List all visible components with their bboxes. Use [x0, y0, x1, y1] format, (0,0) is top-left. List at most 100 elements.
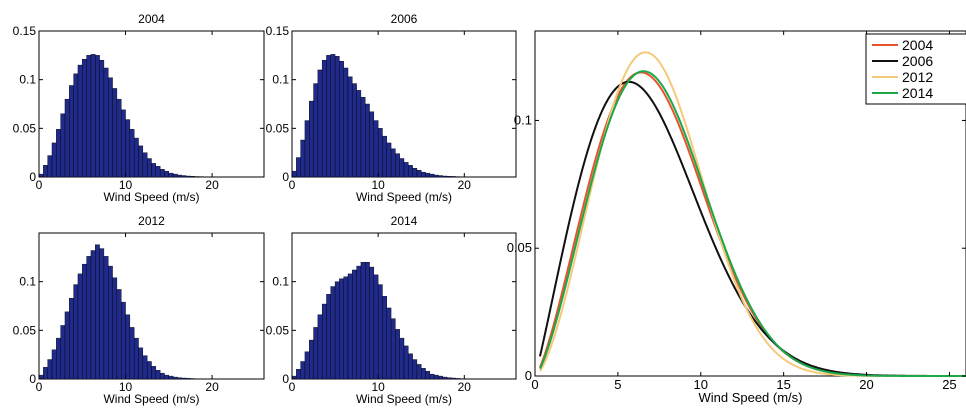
x-tick-label: 0 — [36, 380, 43, 394]
histogram-2006: 0 10 20 0 0.05 0.1 0.15 2006 Wind Speed (m/s) — [266, 12, 517, 204]
histogram-bar — [386, 307, 392, 380]
histogram-bar — [168, 375, 174, 380]
histogram-bar — [291, 170, 297, 178]
y-tick-label: 0 — [282, 372, 289, 386]
histogram-bar — [86, 256, 92, 380]
histogram-bar — [382, 135, 387, 178]
histogram-bar — [47, 359, 53, 380]
histogram-bar — [321, 303, 327, 380]
histogram-2014: 0 10 20 0 0.05 0.1 2014 Wind Speed (m/s) — [266, 214, 517, 406]
histogram-bar — [112, 277, 118, 380]
histogram-bar — [172, 173, 178, 178]
y-tick-label: 0 — [29, 170, 36, 184]
histogram-bar — [390, 318, 396, 380]
histogram-bar — [185, 175, 191, 178]
histogram-bar — [352, 83, 357, 178]
histogram-bar — [377, 128, 383, 178]
y-tick-label: 0.1 — [19, 73, 36, 87]
histogram-bar — [60, 113, 66, 178]
histogram-bar — [77, 64, 83, 178]
x-tick-label: 10 — [371, 178, 385, 192]
histogram-bar — [151, 163, 157, 178]
x-axis-label: Wind Speed (m/s) — [356, 392, 452, 406]
histogram-bar — [56, 337, 61, 380]
histogram-bar — [51, 349, 57, 380]
histogram-bar — [369, 111, 375, 178]
histogram-bar — [56, 129, 61, 178]
histogram-bar — [133, 137, 139, 178]
histogram-bar — [82, 263, 87, 380]
histogram-bar — [51, 142, 57, 178]
histogram-bar — [172, 376, 178, 380]
histogram-bar — [108, 77, 113, 178]
histogram-bar — [181, 377, 187, 380]
histogram-bar — [395, 153, 400, 178]
histogram-bar — [103, 67, 109, 178]
histogram-bar — [455, 378, 461, 380]
histogram-bar — [95, 55, 100, 178]
histogram-bar — [360, 262, 366, 380]
histogram-bar — [360, 96, 366, 178]
legend-label: 2006 — [902, 53, 933, 69]
histogram-bar — [69, 85, 74, 178]
histogram-bar — [304, 351, 310, 380]
y-tick-label: 0.1 — [514, 112, 532, 127]
histogram-bar — [159, 372, 165, 380]
histogram-bar — [433, 374, 439, 380]
histogram-bar — [317, 314, 323, 380]
histogram-bar — [309, 100, 314, 178]
y-tick-label: 0.05 — [266, 323, 290, 337]
x-axis-label: Wind Speed (m/s) — [103, 190, 199, 204]
y-tick-label: 0.1 — [272, 275, 289, 289]
chart-title: 2014 — [391, 214, 418, 228]
y-tick-label: 0.15 — [13, 24, 37, 38]
histogram-bar — [330, 54, 336, 178]
histogram-bar — [399, 158, 405, 178]
y-tick-label: 0 — [282, 170, 289, 184]
y-tick-label: 0.05 — [507, 240, 532, 255]
histogram-bar — [64, 98, 70, 178]
x-tick-label: 0 — [36, 178, 43, 192]
histogram-bar — [412, 168, 418, 178]
series-line-2014 — [539, 70, 966, 377]
histogram-bar — [373, 274, 379, 380]
x-tick-label: 10 — [119, 380, 133, 394]
histogram-bar — [421, 171, 426, 178]
x-tick-label: 0 — [531, 377, 538, 392]
histogram-bar — [38, 374, 44, 380]
histogram-bar — [133, 337, 139, 380]
histogram-bar — [425, 371, 431, 380]
histogram-bar — [313, 83, 319, 178]
histogram-bar — [82, 59, 87, 178]
y-tick-label: 0.15 — [266, 24, 290, 38]
histogram-bar — [313, 327, 319, 380]
histogram-bar — [95, 244, 100, 380]
histogram-bar — [185, 378, 191, 380]
histogram-bar — [99, 248, 105, 380]
histogram-bar — [168, 172, 174, 178]
histogram-bar — [90, 250, 96, 380]
histogram-bar — [352, 269, 357, 380]
histogram-bar — [408, 165, 413, 178]
histogram-bar — [369, 266, 375, 380]
histogram-bar — [356, 90, 362, 178]
x-tick-label: 20 — [205, 380, 219, 394]
histogram-bar — [377, 284, 383, 380]
legend-label: 2014 — [902, 85, 933, 101]
histogram-bar — [438, 175, 443, 178]
histogram-bar — [347, 273, 353, 380]
histogram-bar — [43, 367, 48, 380]
histogram-2004: 0 10 20 0 0.05 0.1 0.15 2004 Wind Speed (m/s) — [13, 12, 265, 204]
histogram-bar — [442, 175, 448, 178]
histogram-bar — [386, 142, 392, 178]
histogram-bar — [365, 103, 370, 178]
histogram-bar — [403, 162, 409, 178]
histogram-bar — [159, 169, 165, 178]
x-tick-label: 10 — [694, 377, 708, 392]
histogram-bar — [395, 329, 400, 380]
histogram-bar — [390, 148, 396, 178]
histogram-bar — [317, 69, 323, 178]
histogram-bar — [321, 60, 327, 178]
